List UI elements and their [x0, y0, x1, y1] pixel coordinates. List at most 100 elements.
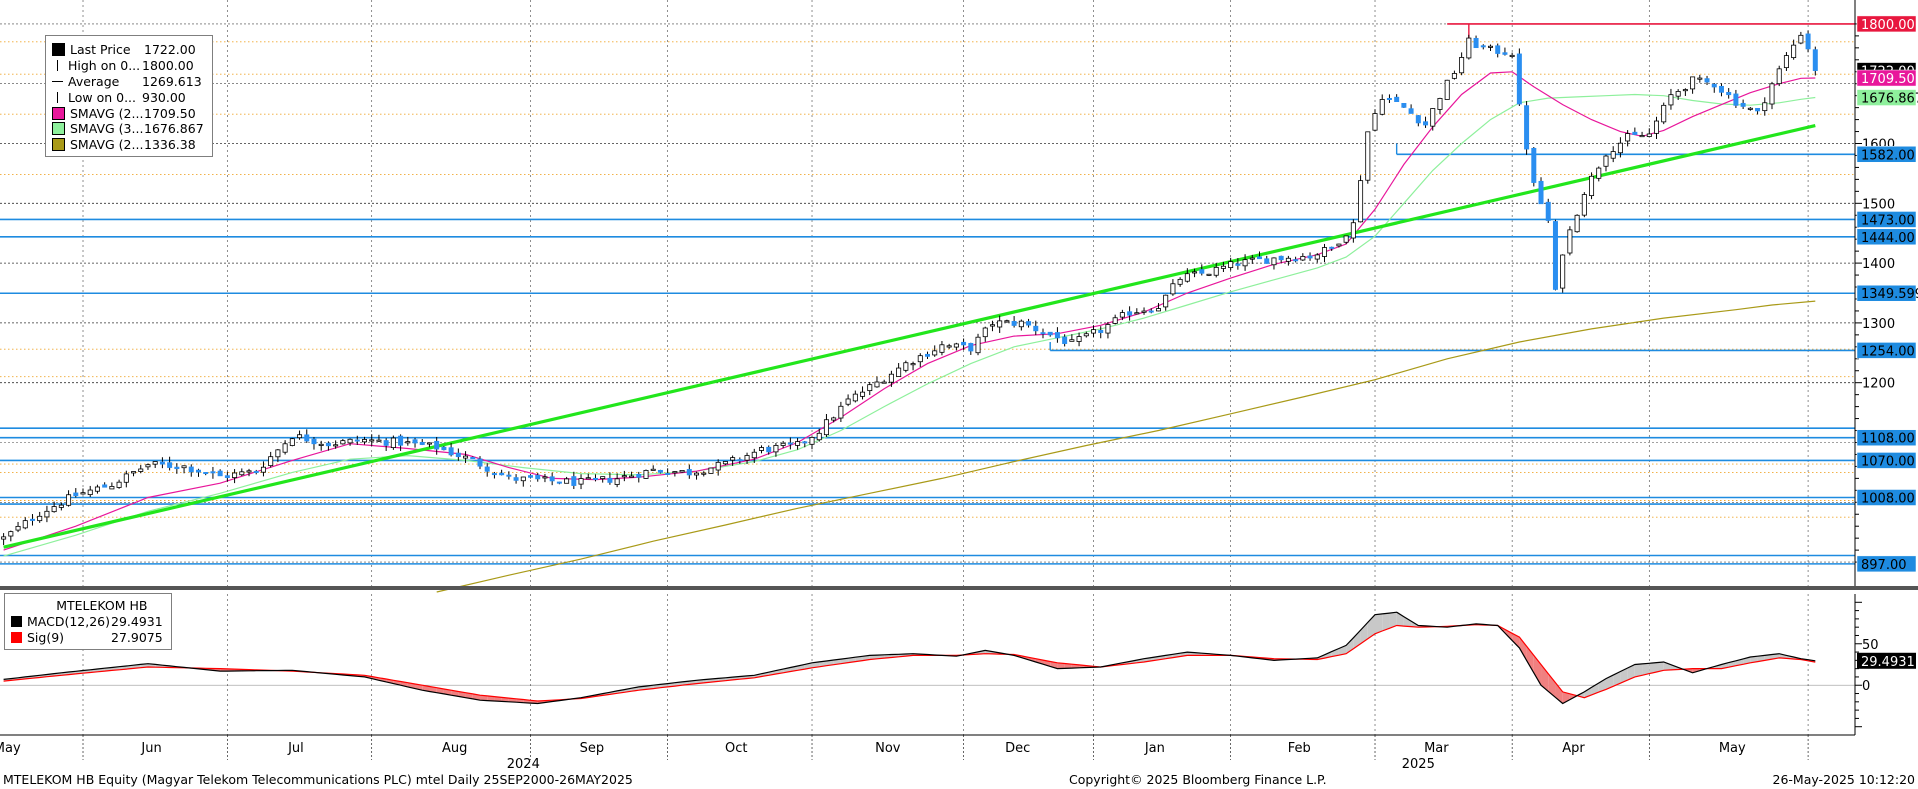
candle-body: [448, 447, 454, 456]
candle-body: [174, 466, 180, 470]
candle-body: [1451, 73, 1457, 79]
year-label: 2025: [1402, 757, 1435, 772]
axis-price-label: 1582.00: [1861, 148, 1915, 163]
candle-body: [1004, 320, 1010, 323]
macd-fill-segment: [1526, 646, 1534, 673]
candle-body: [766, 446, 772, 453]
candle-body: [737, 459, 743, 462]
candle-body: [946, 345, 952, 348]
axis-price-label: 1444.00: [1861, 231, 1915, 246]
candle-body: [1783, 55, 1789, 69]
macd-fill-segment: [1634, 663, 1643, 677]
candle-body: [491, 473, 497, 476]
axis-price-label: 1008.00: [1861, 492, 1915, 507]
candle-body: [1170, 283, 1176, 295]
candle-body: [787, 442, 793, 445]
month-label: May: [0, 741, 21, 756]
panel-divider-bar[interactable]: [0, 586, 1918, 590]
axis-price-label: 1800.00: [1861, 18, 1915, 33]
candle-body: [1343, 235, 1349, 243]
candle-body: [600, 476, 606, 479]
axis-price-box: [1856, 211, 1917, 228]
candle-body: [1011, 321, 1017, 326]
candle-body: [217, 470, 223, 477]
axis-price-box: [1856, 555, 1917, 573]
candle-body: [1040, 332, 1046, 335]
candle-body: [1415, 115, 1421, 124]
candle-body: [333, 444, 339, 447]
candle-body: [390, 437, 396, 448]
legend-value: 1709.50: [144, 105, 196, 121]
axis-price-label: 1108.00: [1861, 432, 1915, 447]
candle-body: [369, 439, 375, 442]
candle-body: [1776, 68, 1782, 85]
candle-body: [1487, 45, 1493, 48]
month-label: Aug: [442, 741, 467, 756]
candle-body: [1747, 107, 1753, 110]
candle-body: [708, 467, 714, 474]
candle-body: [1228, 261, 1234, 269]
price-tick-label: 1400: [1862, 257, 1895, 272]
axis-price-box: [1856, 342, 1917, 359]
candle-body: [795, 441, 801, 446]
candle-body: [1791, 44, 1797, 59]
candle-body: [528, 475, 534, 478]
macd-fill-segment: [1331, 648, 1339, 657]
candle-body: [1336, 243, 1342, 247]
candle-body: [1668, 94, 1674, 106]
candle-body: [239, 471, 245, 476]
panel-divider[interactable]: [0, 586, 1918, 590]
signal-line: [3, 624, 1816, 702]
macd-fill-segment: [1627, 664, 1635, 681]
month-label: Mar: [1424, 741, 1449, 756]
candle-body: [8, 531, 14, 537]
macd-line: [3, 611, 1816, 705]
candle-body: [1552, 221, 1558, 290]
candle-body: [1119, 312, 1125, 318]
candle-body: [1365, 131, 1371, 181]
month-label: Sep: [580, 741, 605, 756]
candle-body: [325, 442, 331, 447]
candle-body: [1105, 324, 1111, 334]
axis-price-label: 897.00: [1861, 558, 1907, 573]
candle-body: [722, 461, 728, 465]
candle-body: [347, 438, 353, 444]
candle-body: [499, 472, 505, 476]
candle-body: [1372, 113, 1378, 131]
macd-fill-segment: [1403, 616, 1412, 627]
macd-legend: MTELEKOM HB MACD(12,26) 29.4931 Sig(9) 27.9…: [4, 593, 172, 650]
legend-value: 1676.867: [144, 121, 204, 137]
candle-body: [1473, 37, 1479, 49]
candle-body: [506, 474, 512, 477]
macd-panel: 0 50 29.4931: [0, 594, 1916, 735]
month-label: Nov: [875, 741, 901, 756]
candle-body: [925, 353, 931, 357]
macd-fill: [3, 612, 1816, 704]
candle-body: [1769, 83, 1775, 105]
candle-body: [838, 405, 844, 419]
candle-body: [304, 434, 310, 442]
candle-body: [1026, 321, 1032, 326]
macd-fill-segment: [1548, 673, 1556, 698]
candle-body: [1083, 333, 1089, 337]
candle-body: [383, 440, 389, 446]
candle-body: [455, 452, 461, 458]
candle-body: [1805, 33, 1811, 50]
candle-body: [1018, 320, 1024, 328]
candle-body: [701, 472, 707, 475]
macd-fill-segment: [1613, 671, 1621, 687]
axis-price-box: [1856, 89, 1917, 106]
candle-body: [715, 461, 721, 471]
candle-body: [203, 472, 209, 475]
legend-label: Average: [68, 73, 120, 89]
candle-body: [910, 363, 916, 366]
axis-price-label: 1473.00: [1861, 213, 1915, 228]
candle-body: [1711, 83, 1717, 88]
candle-body: [881, 381, 887, 384]
legend-item: Average 1269.613: [52, 74, 204, 90]
candle-body: [968, 342, 974, 352]
candle-body: [989, 324, 995, 327]
trendlines: [3, 124, 1816, 549]
candle-body: [997, 320, 1003, 328]
macd-fill-segment: [1353, 630, 1361, 649]
